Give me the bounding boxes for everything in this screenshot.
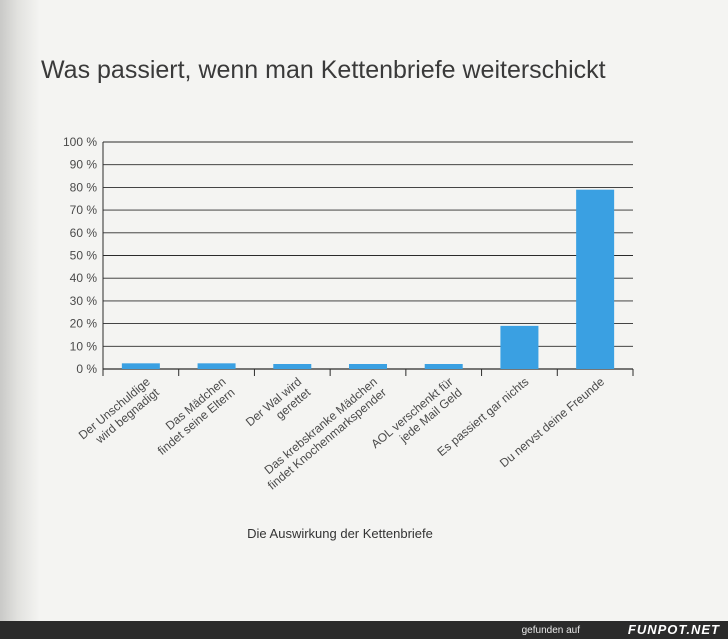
y-tick-label: 30 % bbox=[70, 294, 98, 308]
credit-label: gefunden auf bbox=[521, 625, 580, 636]
footer-bar: gefunden auf FUNPOT.NET bbox=[0, 621, 728, 639]
y-tick-label: 60 % bbox=[70, 226, 98, 240]
y-tick-label: 50 % bbox=[70, 249, 98, 263]
x-axis-label: Die Auswirkung der Kettenbriefe bbox=[247, 526, 433, 541]
bar bbox=[349, 364, 387, 369]
y-tick-label: 10 % bbox=[70, 339, 98, 353]
y-tick-label: 70 % bbox=[70, 203, 98, 217]
bar bbox=[424, 364, 463, 369]
x-tick-label: Das Mädchenfindet seine Eltern bbox=[146, 375, 238, 458]
chart-title: Was passiert, wenn man Kettenbriefe weit… bbox=[41, 56, 606, 84]
y-tick-label: 20 % bbox=[70, 317, 98, 331]
y-tick-label: 90 % bbox=[70, 158, 98, 172]
credit-brand: FUNPOT.NET bbox=[627, 622, 720, 637]
page-shadow bbox=[0, 0, 40, 639]
y-tick-label: 40 % bbox=[70, 271, 98, 285]
x-tick-label: Der Unschuldigewird begnadigt bbox=[76, 374, 162, 453]
bar bbox=[273, 364, 312, 369]
y-tick-label: 0 % bbox=[76, 362, 97, 376]
bar bbox=[197, 363, 236, 369]
bar bbox=[121, 363, 160, 369]
y-tick-label: 100 % bbox=[63, 135, 97, 149]
x-tick-label: Der Wal wirdgerettet bbox=[243, 374, 314, 440]
bar bbox=[576, 189, 615, 369]
y-tick-label: 80 % bbox=[70, 180, 98, 194]
bar bbox=[500, 325, 539, 369]
